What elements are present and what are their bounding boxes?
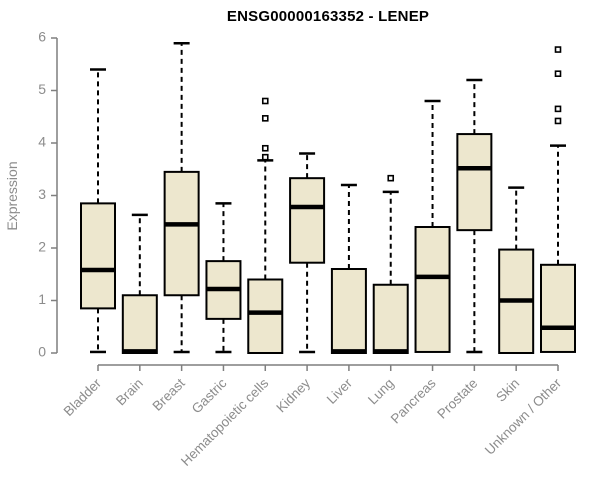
box-brain <box>121 294 158 354</box>
box-lung <box>372 283 409 354</box>
y-tick-label: 5 <box>38 81 46 97</box>
box-unknown-other-outlier <box>554 105 562 113</box>
box-lung-outlier <box>387 174 395 182</box>
x-tick-label: Skin <box>493 376 522 405</box>
y-tick-label: 3 <box>38 186 46 202</box>
box-pancreas <box>414 226 451 353</box>
box-prostate <box>456 133 493 232</box>
x-tick-label: Bladder <box>61 375 105 419</box>
box-bladder <box>80 202 116 310</box>
box-unknown-other-outlier <box>554 70 562 77</box>
box-liver <box>330 268 367 354</box>
chart-title: ENSG00000163352 - LENEP <box>226 8 430 25</box>
x-tick-label: Prostate <box>434 376 480 422</box>
box-hematopoietic-cells-outlier <box>261 97 269 105</box>
x-tick-label: Breast <box>150 375 188 413</box>
x-tick-label: Brain <box>113 376 146 409</box>
box-hematopoietic-cells <box>247 278 284 354</box>
x-tick-label: Gastric <box>189 375 230 416</box>
y-tick-label: 6 <box>38 29 46 45</box>
x-tick-label: Lung <box>365 376 397 408</box>
y-tick-label: 0 <box>38 344 46 360</box>
box-hematopoietic-cells-outlier <box>261 144 269 152</box>
box-unknown-other-outlier <box>554 117 562 125</box>
box-hematopoietic-cells-outlier <box>261 115 269 122</box>
y-tick-label: 1 <box>38 291 46 307</box>
box-unknown-other-outlier <box>554 46 562 53</box>
box-hematopoietic-cells-outlier <box>261 153 269 161</box>
x-tick-label: Kidney <box>273 375 313 415</box>
box-unknown-other <box>540 263 576 353</box>
box-breast <box>163 170 200 297</box>
x-tick-label: Unknown / Other <box>482 375 565 458</box>
y-tick-label: 4 <box>38 134 46 150</box>
box-kidney <box>289 177 326 264</box>
x-tick-label: Liver <box>324 375 356 407</box>
x-tick-label: Pancreas <box>388 375 439 426</box>
y-tick-label: 2 <box>38 239 46 255</box>
